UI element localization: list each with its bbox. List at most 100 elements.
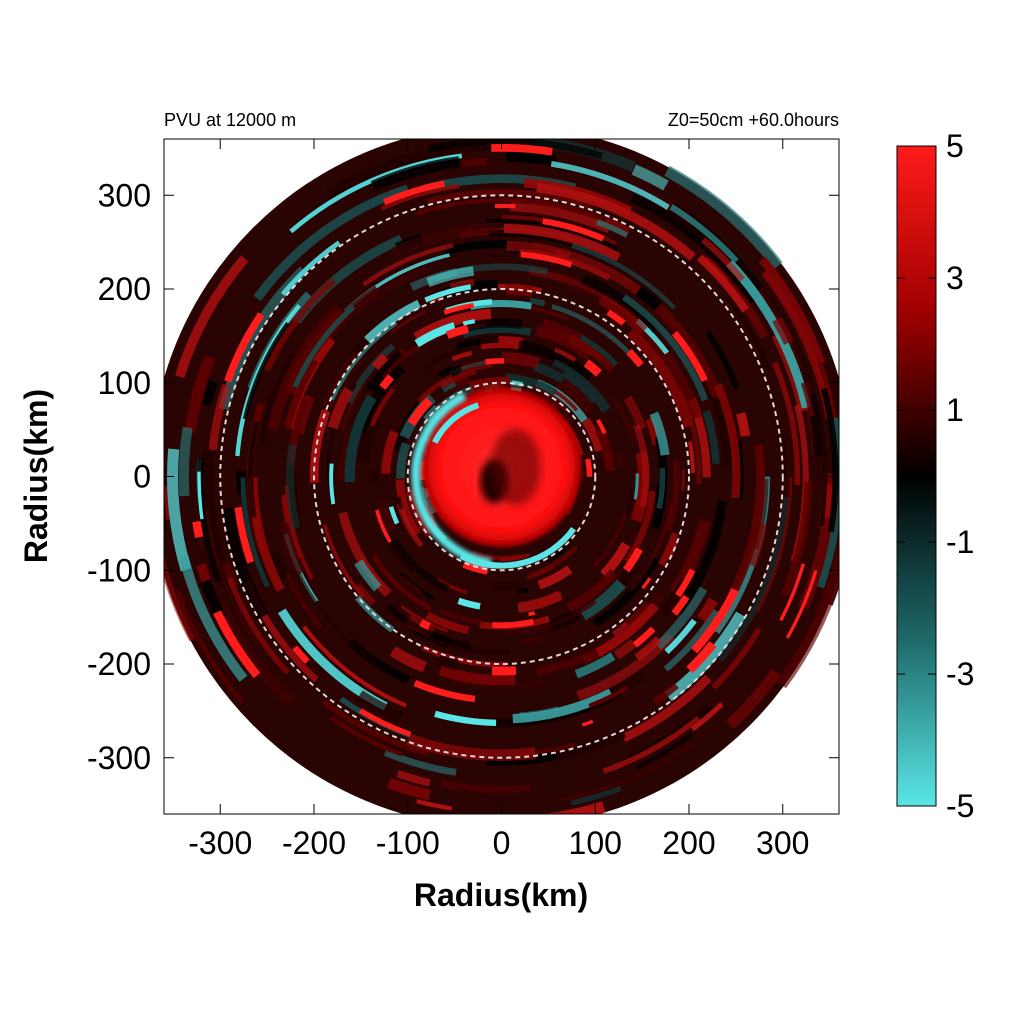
strong-negative-band [329,463,336,505]
negative-pv-band [574,652,616,679]
y-tick-label: -200 [87,646,151,682]
positive-pv-band [517,340,594,383]
positive-pv-band [384,603,471,650]
negative-pv-band [622,294,709,402]
positive-pv-band [506,150,558,167]
negative-pv-band [649,411,670,456]
positive-pv-band [517,587,529,595]
positive-pv-band [528,545,578,578]
positive-pv-band [725,668,782,730]
strong-positive-band [686,641,717,674]
colorbar-tick-label: -1 [946,524,974,560]
strong-positive-band [413,680,476,703]
core-trough [490,429,541,506]
negative-pv-band [596,219,629,238]
negative-pv-band [717,497,790,663]
positive-pv-band [259,353,296,445]
strong-positive-band [596,418,607,435]
strong-positive-band [583,359,602,377]
x-tick-label: 0 [493,825,511,861]
negative-pv-band [383,749,457,776]
positive-pv-band [736,412,751,437]
negative-pv-band [178,426,193,497]
positive-pv-band [370,387,396,427]
reference-circle [219,194,784,759]
negative-pv-band [570,785,622,806]
negative-pv-band [512,688,613,724]
positive-pv-band [714,383,741,499]
positive-pv-band [595,602,659,657]
negative-pv-band [579,334,619,367]
negative-pv-band [462,325,532,338]
positive-pv-band [804,393,826,457]
positive-pv-band [552,742,693,803]
positive-pv-band [535,325,593,360]
positive-pv-band [537,565,573,590]
negative-pv-band [426,266,475,288]
positive-pv-band [756,476,793,613]
positive-pv-band [438,665,516,686]
positive-pv-band [592,555,660,628]
positive-pv-band [205,510,262,650]
reference-circles [219,194,784,759]
positive-pv-band [580,274,661,334]
positive-pv-band [202,451,245,613]
colorbar-tick-label: 1 [946,392,964,428]
positive-pv-band [725,444,765,603]
positive-pv-band [687,441,696,473]
positive-pv-band [208,383,231,451]
negative-pv-band [550,358,611,414]
positive-pv-band [386,777,432,801]
strong-positive-band [224,312,265,383]
positive-pv-band [546,544,570,563]
positive-pv-band [824,484,834,518]
positive-pv-band [440,364,463,381]
negative-pv-band [292,304,356,389]
strong-positive-band [542,218,605,242]
positive-pv-band [389,309,427,334]
y-tick-label: 200 [98,271,151,307]
positive-pv-band [296,571,378,665]
positive-pv-band [417,374,454,403]
positive-pv-band [461,157,488,168]
x-tick-label: -300 [188,825,252,861]
positive-pv-band [817,416,828,527]
colorbar-tick-label: 5 [946,128,964,164]
positive-pv-band [175,589,245,704]
positive-pv-band [197,457,223,583]
strong-positive-band [675,568,696,598]
positive-pv-band [493,580,522,591]
positive-pv-band [330,715,403,757]
positive-pv-band [623,395,647,431]
negative-pv-band [330,321,398,401]
positive-pv-band [405,488,434,537]
positive-pv-band [820,387,839,533]
positive-pv-band [365,351,406,394]
positive-pv-band [427,189,594,211]
positive-pv-band [630,193,759,304]
positive-pv-band [390,536,451,593]
y-axis-title: Radius(km) [18,389,54,563]
positive-pv-band [690,702,724,732]
negative-pv-band [633,473,639,500]
strong-positive-band [520,251,573,268]
colorbar-ticks: 5 3 1 -1 -3 -5 [897,128,974,824]
strong-negative-band [388,506,400,525]
reference-circle [313,288,690,665]
pv-field [164,139,839,814]
x-tick-label: 100 [569,825,622,861]
x-axis: -300 -200 -100 0 100 200 300 [188,139,809,861]
strong-positive-band [379,374,395,390]
positive-pv-band [758,256,826,365]
strong-positive-band [632,626,656,648]
positive-pv-band [701,237,745,282]
negative-pv-band [529,297,546,307]
negative-pv-band [286,443,301,530]
positive-pv-band [202,379,218,407]
colorbar-tick-label: -5 [946,788,974,824]
positive-pv-band [553,347,577,362]
strong-positive-band [606,309,626,326]
positive-pv-band [421,644,508,668]
positive-pv-band [371,353,389,371]
